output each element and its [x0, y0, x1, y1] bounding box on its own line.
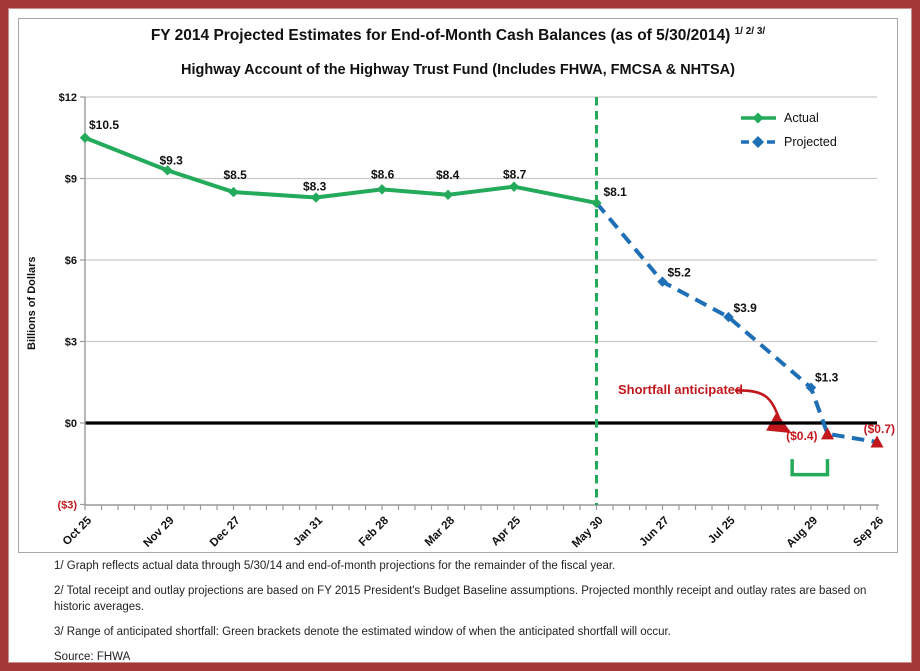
chart-container	[18, 18, 898, 553]
footnote-1: 1/ Graph reflects actual data through 5/…	[54, 560, 616, 572]
chart-legend: Actual Projected	[740, 106, 837, 154]
shortfall-annotation-label: Shortfall anticipated	[618, 382, 743, 397]
chart-subtitle: Highway Account of the Highway Trust Fun…	[181, 62, 735, 78]
chart-title-footnote-refs: 1/ 2/ 3/	[734, 26, 766, 37]
legend-label-projected: Projected	[784, 135, 837, 149]
footnotes: 1/ Graph reflects actual data through 5/…	[54, 558, 890, 671]
legend-swatch-actual-line-icon	[741, 112, 776, 124]
y-axis-title: Billions of Dollars	[26, 256, 38, 350]
legend-item-actual: Actual	[740, 106, 837, 130]
footnote-3: 3/ Range of anticipated shortfall: Green…	[54, 626, 671, 639]
footnote-2: 2/ Total receipt and outlay projections …	[54, 584, 867, 614]
source-note: Source: FHWA	[54, 650, 131, 663]
chart-title: FY 2014 Projected Estimates for End-of-M…	[18, 26, 898, 45]
legend-label-actual: Actual	[784, 111, 819, 125]
legend-swatch-projected-line-icon	[741, 136, 776, 148]
legend-item-projected: Projected	[740, 130, 837, 154]
chart-title-text: FY 2014 Projected Estimates for End-of-M…	[150, 27, 735, 45]
